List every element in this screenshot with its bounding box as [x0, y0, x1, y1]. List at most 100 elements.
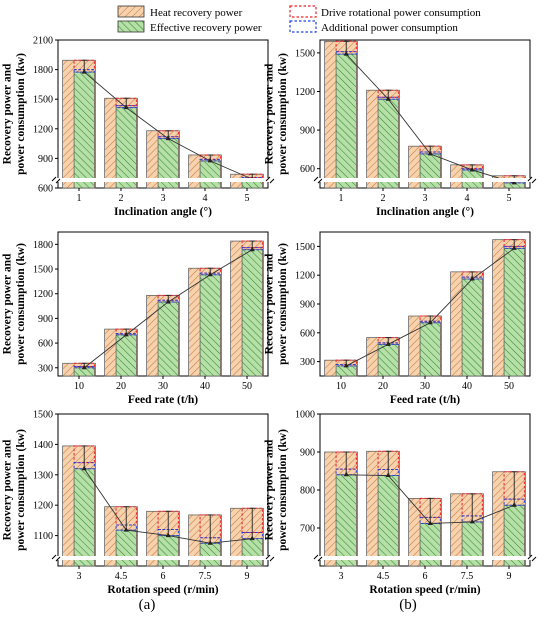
chart-b2: 10 20 30 40 50 300 600 900 1200 1500 Feed rate (t/… [264, 231, 531, 406]
bar-effective-2 [115, 107, 137, 189]
y-axis-label: Recovery power andpower consumption (kw) [264, 53, 289, 175]
x-tick-label-2: 2 [381, 193, 386, 204]
legend-swatch-additional [289, 20, 317, 33]
y-tick-label-1100: 1100 [33, 531, 53, 542]
trend-marker-20 [385, 341, 391, 346]
trend-marker-1 [343, 51, 349, 56]
axis-break-gap [314, 556, 536, 560]
bar-effective-3 [73, 468, 95, 567]
x-tick-label-6: 6 [423, 571, 428, 582]
axis-break-gap [52, 556, 274, 560]
legend-label-drive: Drive rotational power consumption [321, 7, 481, 19]
y-tick-label-900: 900 [300, 448, 315, 459]
trend-marker-6 [165, 532, 171, 538]
y-tick-label-1200: 1200 [295, 87, 315, 98]
x-tick-label-6: 6 [161, 571, 166, 582]
axis-break-left [51, 176, 61, 184]
trend-marker-3 [343, 471, 349, 477]
axis-break-left [313, 554, 323, 562]
trend-marker-3 [81, 465, 87, 471]
x-tick-label-3: 3 [77, 571, 82, 582]
y-tick-label-1200: 1200 [33, 501, 53, 512]
trend-marker-10 [81, 364, 87, 370]
legend-label-effective: Effective recovery power [150, 22, 262, 34]
y-tick-label-900: 900 [38, 154, 53, 165]
x-tick-label-4.5: 4.5 [377, 571, 390, 582]
y-tick-label-1200: 1200 [33, 124, 53, 135]
axis-break-left [313, 176, 323, 184]
bar-effective-2 [377, 98, 399, 189]
x-tick-label-5: 5 [507, 193, 512, 204]
bar-effective-20 [377, 343, 399, 377]
bar-effective-50 [241, 249, 263, 377]
y-axis-label: Recovery power andpower consumption (kw) [2, 243, 27, 365]
legend-swatch-drive [289, 5, 317, 18]
trend-marker-7.5 [469, 518, 475, 524]
x-tick-label-30: 30 [420, 381, 430, 392]
x-axis-label: Feed rate (t/h) [128, 394, 198, 406]
y-tick-label-1400: 1400 [33, 440, 53, 451]
y-tick-label-1800: 1800 [33, 240, 53, 251]
trend-marker-4.5 [123, 527, 129, 532]
axis-break-gap [52, 178, 274, 182]
y-tick-label-1500: 1500 [295, 48, 315, 59]
x-tick-label-4: 4 [203, 193, 208, 204]
bar-effective-9 [241, 538, 263, 567]
x-tick-label-30: 30 [158, 381, 168, 392]
chart-a2: 10 20 30 40 50 300 600 900 1200 1500 1800 Feed rate… [2, 231, 269, 406]
bar-effective-3 [419, 153, 441, 189]
y-tick-label-600: 600 [38, 339, 53, 350]
y-tick-label-1500: 1500 [295, 242, 315, 253]
axis-break-right [265, 176, 275, 184]
axis-break-right [527, 176, 537, 184]
y-tick-label-800: 800 [300, 486, 315, 497]
caption-a: (a) [139, 597, 156, 613]
bar-effective-6 [157, 535, 179, 567]
x-tick-label-2: 2 [119, 193, 124, 204]
trend-marker-10 [343, 362, 349, 368]
y-tick-label-300: 300 [38, 363, 53, 374]
x-tick-label-40: 40 [462, 381, 472, 392]
x-tick-label-40: 40 [200, 381, 210, 392]
legend-swatch-heat [117, 5, 145, 18]
bar-effective-4.5 [377, 475, 399, 567]
trend-marker-2 [385, 96, 391, 101]
y-tick-label-900: 900 [38, 314, 53, 325]
x-tick-label-7.5: 7.5 [461, 571, 474, 582]
bar-effective-30 [157, 301, 179, 377]
x-axis-label: Inclination angle (°) [114, 206, 212, 218]
trend-marker-40 [469, 276, 475, 281]
x-tick-label-3: 3 [339, 571, 344, 582]
bar-effective-40 [461, 278, 483, 377]
bar-effective-20 [115, 334, 137, 377]
trend-marker-4.5 [385, 472, 391, 478]
bar-effective-50 [503, 247, 525, 377]
x-tick-label-5: 5 [245, 193, 250, 204]
y-tick-label-600: 600 [38, 184, 53, 195]
x-tick-label-50: 50 [504, 381, 514, 392]
y-tick-label-1300: 1300 [33, 470, 53, 481]
trend-marker-2 [123, 104, 129, 110]
y-tick-label-900: 900 [300, 126, 315, 137]
chart-a3: 3 4.5 6 7.5 9 1100 1200 1300 1400 1500 Rotation sp… [2, 410, 275, 596]
legend-label-additional: Additional power consumption [321, 22, 458, 34]
bar-effective-1 [335, 53, 357, 189]
x-axis-label: Rotation speed (r/min) [107, 584, 218, 596]
x-axis-label: Feed rate (t/h) [390, 394, 460, 406]
x-tick-label-3: 3 [423, 193, 428, 204]
y-tick-label-1500: 1500 [33, 95, 53, 106]
trend-marker-4 [207, 157, 213, 163]
y-tick-label-300: 300 [300, 357, 315, 368]
trend-marker-30 [427, 319, 433, 325]
y-tick-label-900: 900 [300, 300, 315, 311]
x-tick-label-3: 3 [161, 193, 166, 204]
y-tick-label-1500: 1500 [33, 410, 53, 421]
bar-effective-7.5 [199, 542, 221, 567]
x-tick-label-20: 20 [378, 381, 388, 392]
x-tick-label-4: 4 [465, 193, 470, 204]
bar-effective-3 [335, 474, 357, 567]
axis-break-right [265, 554, 275, 562]
